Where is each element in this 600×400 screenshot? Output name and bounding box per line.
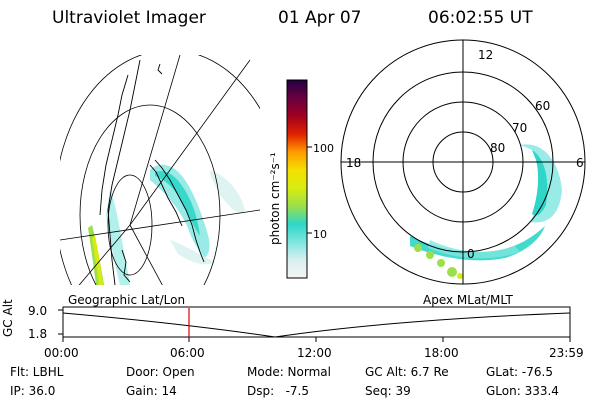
timeline-y-tick-low: 1.8 [28, 327, 48, 341]
info-door: Door: Open [126, 365, 195, 379]
info-glat: GLat: -76.5 [486, 365, 553, 379]
timeline-y-tick-high: 9.0 [28, 304, 48, 318]
geographic-label: Geographic Lat/Lon [68, 293, 186, 307]
info-seq: Seq: 39 [365, 384, 411, 398]
coastlines [99, 59, 205, 285]
colorbar-unit-label: photon cm⁻²s⁻¹ [268, 152, 282, 245]
info-dsp: Dsp: -7.5 [247, 384, 310, 398]
lat-label-80: 80 [490, 141, 505, 155]
mlt-label-6: 6 [576, 156, 584, 170]
info-mode: Mode: Normal [247, 365, 331, 379]
info-ip: IP: 36.0 [10, 384, 56, 398]
timeline [58, 306, 571, 342]
instrument-title: Ultraviolet Imager [52, 8, 206, 28]
timeline-x-ticks [62, 337, 571, 342]
colorbar-tick-label-10: 10 [313, 228, 327, 241]
timeline-x-tick-1200: 12:00 [297, 346, 332, 360]
info-gain: Gain: 14 [126, 384, 177, 398]
colorbar-bar [286, 79, 308, 279]
lat-label-60: 60 [535, 99, 550, 113]
polar-aurora-emission [410, 144, 562, 279]
timeline-x-tick-2359: 23:59 [549, 346, 584, 360]
colorbar: 100 10 photon cm⁻²s⁻¹ [268, 79, 334, 279]
timeline-frame [62, 306, 571, 338]
timeline-x-tick-0000: 00:00 [44, 346, 79, 360]
mlt-label-0: 0 [467, 247, 475, 261]
geographic-map [60, 55, 260, 285]
info-gc-alt: GC Alt: 6.7 Re [365, 365, 449, 379]
timeline-axis-label: GC Alt [1, 299, 15, 337]
date-label: 01 Apr 07 [278, 8, 362, 28]
timeline-altitude-curve [62, 312, 571, 338]
colorbar-tick-label-100: 100 [313, 142, 334, 155]
timeline-x-tick-1800: 18:00 [424, 346, 459, 360]
polar-grid [340, 39, 586, 285]
mlt-label-18: 18 [346, 156, 361, 170]
geographic-grid-lines [60, 55, 260, 285]
info-glon: GLon: 333.4 [486, 384, 559, 398]
time-label: 06:02:55 UT [428, 8, 533, 28]
polar-map: 12 18 6 0 60 70 80 [340, 39, 586, 285]
mlt-label-12: 12 [478, 48, 493, 62]
apex-label: Apex MLat/MLT [423, 293, 513, 307]
info-filter: Flt: LBHL [10, 365, 64, 379]
lat-label-70: 70 [512, 121, 527, 135]
timeline-x-tick-0600: 06:00 [170, 346, 205, 360]
left-aurora-emission [88, 164, 245, 285]
